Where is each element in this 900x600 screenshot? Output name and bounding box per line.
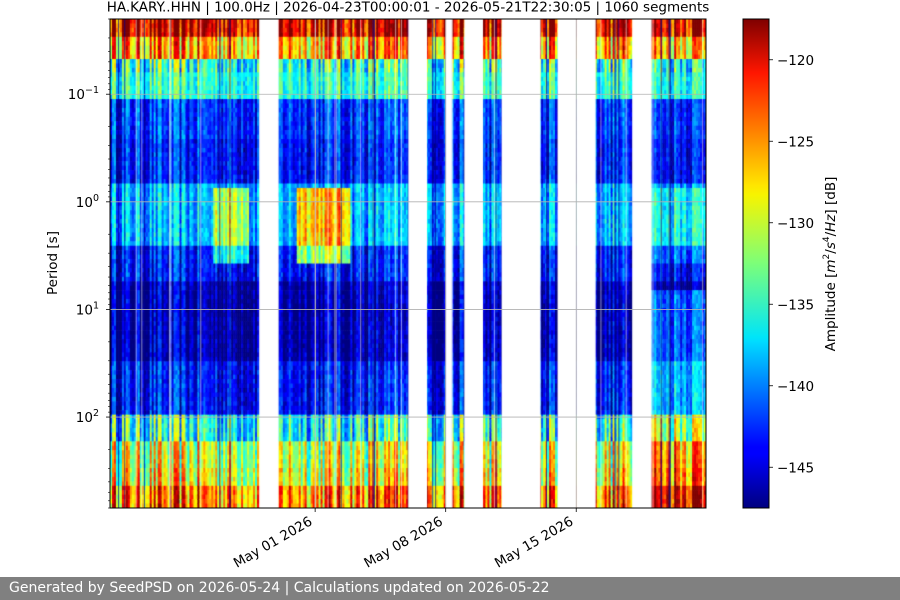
y-tick-label: 102 (76, 408, 99, 426)
y-axis-label: Period [s] (45, 231, 61, 295)
spectrogram-figure: HA.KARY..HHN | 100.0Hz | 2026-04-23T00:0… (45, 0, 839, 572)
colorbar-tick-label: −120 (777, 53, 814, 69)
footer-bar: Generated by SeedPSD on 2026-05-24 | Cal… (0, 577, 900, 600)
colorbar-frame (742, 18, 770, 509)
x-tick-label: May 15 2026 (492, 514, 576, 572)
colorbar-gradient (743, 19, 769, 508)
colorbar: −120 −125 −130 −135 −140 −145 Amplitude [m2/s… (742, 18, 839, 509)
colorbar-tick-label: −140 (777, 379, 814, 395)
chart-title: HA.KARY..HHN | 100.0Hz | 2026-04-23T00:0… (107, 0, 710, 16)
y-tick-label: 101 (76, 300, 99, 318)
spectrogram-heatmap (110, 19, 706, 508)
y-tick-label: 10−1 (68, 85, 99, 103)
y-axis: 10−1 100 101 102 (68, 18, 110, 509)
colorbar-ticks: −120 −125 −130 −135 −140 −145 (769, 53, 814, 476)
grid-lines (110, 19, 706, 508)
colorbar-tick-label: −125 (777, 134, 814, 150)
colorbar-tick-label: −135 (777, 297, 814, 313)
x-axis: May 01 2026 May 08 2026 May 15 2026 (231, 508, 577, 572)
y-tick-label: 100 (76, 193, 99, 211)
colorbar-tick-label: −130 (777, 216, 814, 232)
colorbar-label: Amplitude [m2/s4/Hz] [dB] (822, 177, 839, 352)
colorbar-tick-label: −145 (777, 460, 814, 476)
plot-area (110, 19, 706, 508)
plot-frame (109, 18, 707, 509)
footer-text: Generated by SeedPSD on 2026-05-24 | Cal… (9, 580, 550, 596)
x-tick-label: May 08 2026 (361, 514, 445, 572)
x-tick-label: May 01 2026 (231, 514, 315, 572)
heatmap-image (110, 19, 706, 508)
